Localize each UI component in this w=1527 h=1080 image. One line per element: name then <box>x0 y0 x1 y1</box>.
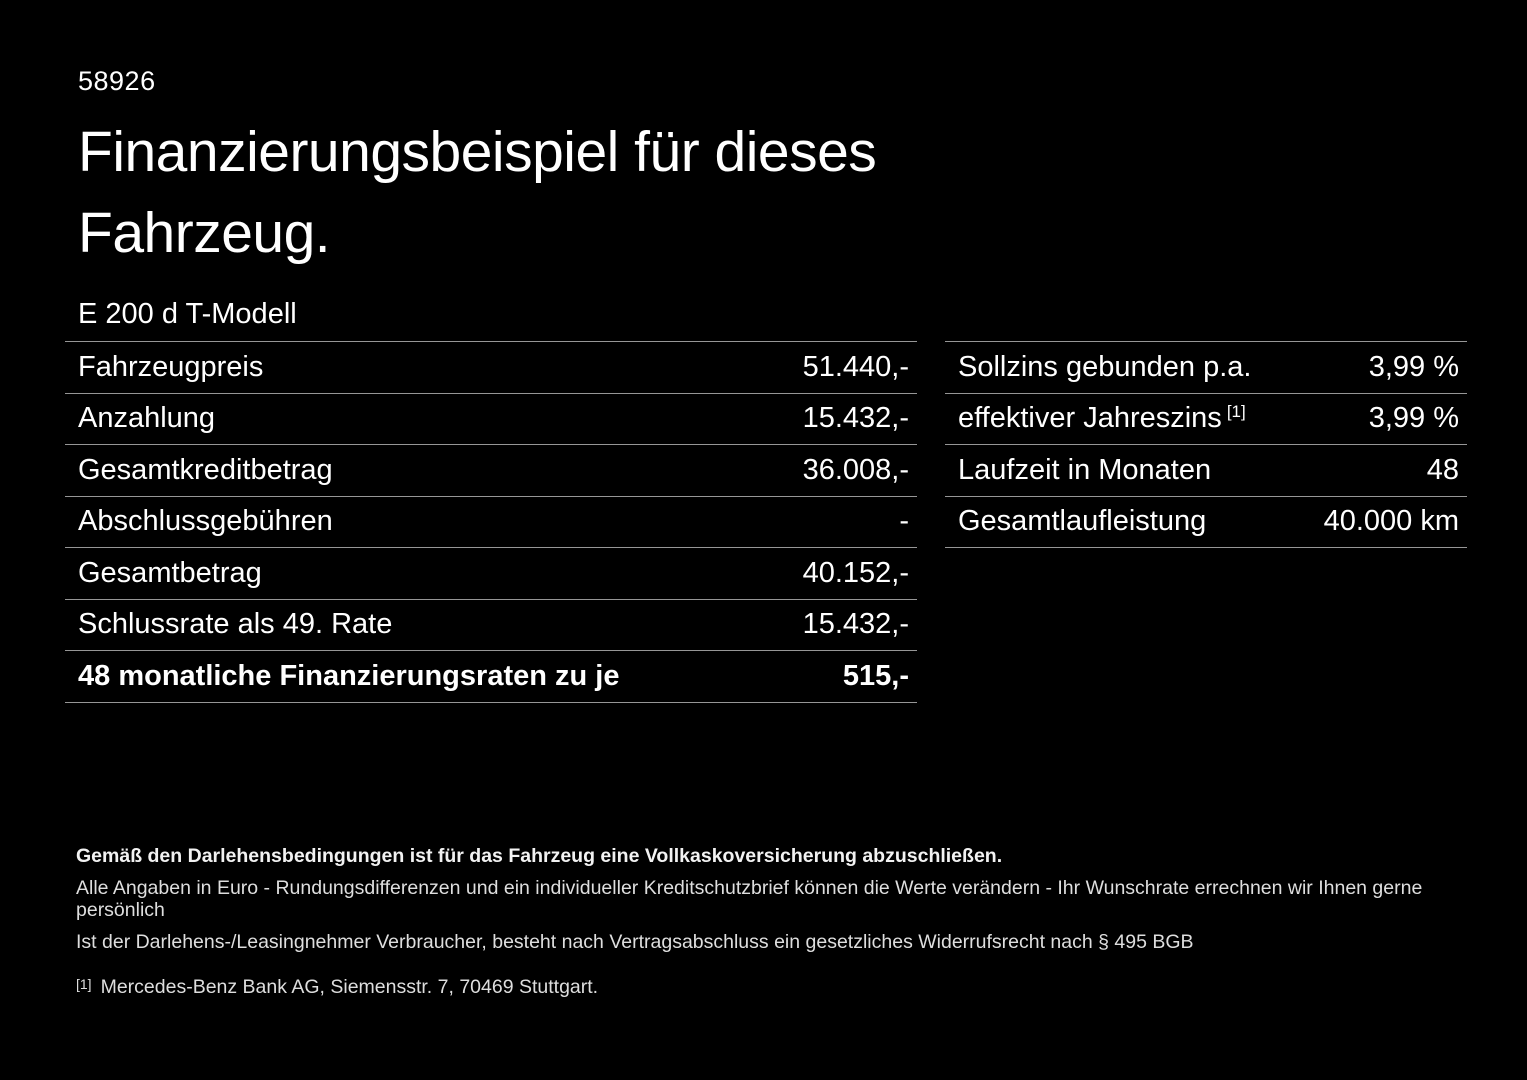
row-value: 40.152,- <box>802 556 909 589</box>
row-value: - <box>899 505 909 538</box>
vehicle-id: 58926 <box>78 66 156 96</box>
row-label: effektiver Jahreszins [1] <box>958 402 1246 435</box>
row-value: 515,- <box>842 659 909 692</box>
row-label: Gesamtlaufleistung <box>958 505 1207 538</box>
model-name: E 200 d T-Modell <box>78 298 297 330</box>
page-title-line1: Finanzierungsbeispiel für dieses <box>78 120 877 184</box>
table-row-fahrzeugpreis: Fahrzeugpreis 51.440,- <box>65 341 917 393</box>
row-label: Abschlussgebühren <box>78 505 333 538</box>
financing-table-right: Sollzins gebunden p.a. 3,99 % effektiver… <box>945 341 1467 548</box>
financing-table-left: Fahrzeugpreis 51.440,- Anzahlung 15.432,… <box>65 341 917 703</box>
insurance-note: Gemäß den Darlehensbedingungen ist für d… <box>76 845 1003 867</box>
footer-disclaimers: Gemäß den Darlehensbedingungen ist für d… <box>76 845 1466 998</box>
footnote-ref-marker: [1] <box>1226 401 1246 421</box>
footnote-bank: [1] Mercedes-Benz Bank AG, Siemensstr. 7,… <box>76 973 1466 998</box>
row-label-text: effektiver Jahreszins <box>958 402 1222 435</box>
table-row-sollzins: Sollzins gebunden p.a. 3,99 % <box>945 341 1467 393</box>
row-value: 48 <box>1426 453 1459 486</box>
table-row-laufzeit: Laufzeit in Monaten 48 <box>945 444 1467 496</box>
table-row-gesamtkreditbetrag: Gesamtkreditbetrag 36.008,- <box>65 444 917 496</box>
footnote-text: Mercedes-Benz Bank AG, Siemensstr. 7, 70… <box>100 976 599 998</box>
table-row-monatsrate: 48 monatliche Finanzierungsraten zu je 5… <box>65 650 917 702</box>
row-label: 48 monatliche Finanzierungsraten zu je <box>78 659 620 692</box>
row-value: 3,99 % <box>1368 350 1459 383</box>
row-label: Anzahlung <box>78 402 216 435</box>
disclaimer-withdrawal: Ist der Darlehens-/Leasingnehmer Verbrau… <box>76 931 1194 953</box>
table-row-gesamtlaufleistung: Gesamtlaufleistung 40.000 km <box>945 495 1467 548</box>
footnote-marker: [1] <box>76 976 92 992</box>
row-value: 15.432,- <box>802 608 909 641</box>
table-row-schlussrate: Schlussrate als 49. Rate 15.432,- <box>65 598 917 651</box>
row-value: 15.432,- <box>802 402 909 435</box>
row-label: Gesamtbetrag <box>78 556 262 589</box>
disclaimer-values: Alle Angaben in Euro - Rundungsdifferenz… <box>76 877 1423 921</box>
table-row-abschlussgebuehren: Abschlussgebühren - <box>65 495 917 548</box>
page-title: Finanzierungsbeispiel für dieses Fahrzeu… <box>78 112 877 274</box>
row-label: Fahrzeugpreis <box>78 350 264 383</box>
table-row-anzahlung: Anzahlung 15.432,- <box>65 392 917 445</box>
row-value: 51.440,- <box>802 350 909 383</box>
row-label: Sollzins gebunden p.a. <box>958 350 1252 383</box>
table-row-effektiver-jahreszins: effektiver Jahreszins [1] 3,99 % <box>945 392 1467 445</box>
row-value: 36.008,- <box>802 453 909 486</box>
table-row-gesamtbetrag: Gesamtbetrag 40.152,- <box>65 547 917 599</box>
row-label: Schlussrate als 49. Rate <box>78 608 393 641</box>
page-title-line2: Fahrzeug. <box>78 201 331 265</box>
row-value: 3,99 % <box>1368 402 1459 435</box>
row-value: 40.000 km <box>1323 505 1459 538</box>
row-label: Gesamtkreditbetrag <box>78 453 333 486</box>
row-label: Laufzeit in Monaten <box>958 453 1212 486</box>
